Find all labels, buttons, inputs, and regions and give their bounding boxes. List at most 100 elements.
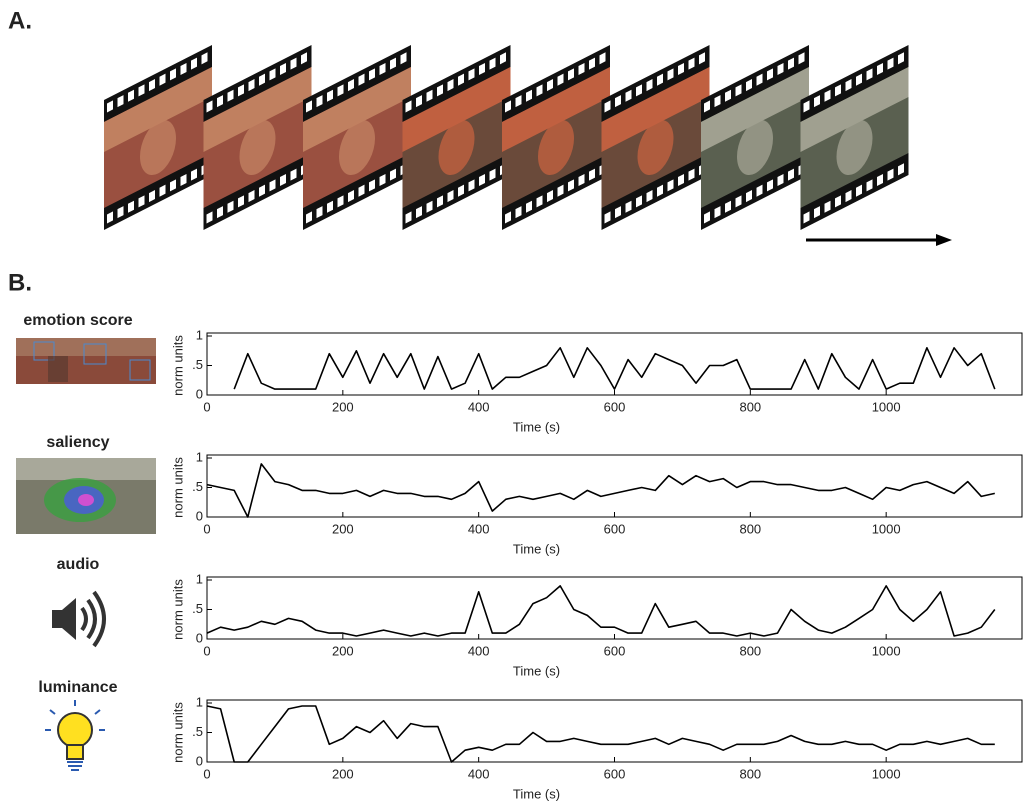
hole bbox=[191, 168, 197, 181]
hole bbox=[714, 206, 721, 219]
row-label: emotion score bbox=[23, 312, 132, 329]
hole bbox=[269, 179, 276, 192]
hole bbox=[636, 84, 642, 97]
hole bbox=[657, 184, 663, 197]
hole bbox=[746, 190, 752, 203]
hole bbox=[625, 200, 632, 213]
hole bbox=[667, 179, 674, 192]
hole bbox=[746, 79, 752, 92]
x-tick-label: 400 bbox=[468, 521, 490, 536]
hole bbox=[337, 195, 344, 208]
frame-figure bbox=[637, 119, 674, 176]
data-line bbox=[206, 585, 996, 637]
hole bbox=[589, 168, 595, 181]
y-tick-label: .5 bbox=[192, 724, 203, 739]
hole bbox=[280, 62, 286, 76]
y-tick-label: 0 bbox=[196, 386, 203, 401]
frame-figure bbox=[538, 119, 574, 176]
x-tick-label: 600 bbox=[604, 399, 626, 414]
y-tick-label: 0 bbox=[196, 508, 203, 523]
film-frame bbox=[104, 44, 212, 230]
hole bbox=[479, 173, 485, 187]
hole bbox=[390, 168, 396, 181]
y-axis-label: norm units bbox=[170, 702, 185, 763]
speaker-icon bbox=[52, 590, 106, 648]
hole bbox=[777, 173, 784, 187]
hole bbox=[547, 190, 553, 203]
hole bbox=[426, 89, 433, 102]
hole bbox=[526, 200, 532, 213]
hole bbox=[107, 211, 113, 224]
frame-figure bbox=[737, 119, 773, 176]
y-axis-label: norm units bbox=[170, 457, 185, 518]
hole bbox=[306, 100, 312, 113]
bulb-icon bbox=[45, 700, 105, 771]
hole bbox=[107, 100, 113, 113]
hole bbox=[557, 73, 564, 86]
frame-image-top bbox=[701, 66, 809, 152]
x-tick-label: 600 bbox=[604, 521, 626, 536]
hole bbox=[866, 68, 873, 81]
hole bbox=[835, 84, 841, 97]
hole bbox=[898, 52, 904, 65]
hole bbox=[479, 62, 485, 76]
row-label: audio bbox=[57, 556, 100, 573]
frame-figure bbox=[239, 119, 276, 176]
hole bbox=[814, 206, 820, 219]
hole bbox=[777, 62, 784, 76]
hole bbox=[327, 89, 333, 102]
hole bbox=[369, 179, 375, 192]
x-tick-label: 0 bbox=[203, 643, 210, 658]
hole bbox=[379, 173, 386, 187]
x-axis-label: Time (s) bbox=[513, 786, 560, 801]
hole bbox=[227, 89, 234, 102]
hole bbox=[887, 168, 894, 181]
hole bbox=[170, 68, 176, 81]
arrow-head bbox=[936, 234, 952, 246]
hole bbox=[138, 195, 145, 208]
hole bbox=[468, 179, 475, 192]
plot-frame bbox=[206, 454, 1023, 518]
hole bbox=[290, 57, 297, 70]
hole bbox=[369, 68, 375, 81]
hole bbox=[568, 179, 574, 192]
hole bbox=[678, 173, 684, 187]
hole bbox=[845, 79, 852, 92]
hole bbox=[149, 190, 155, 203]
hole bbox=[636, 195, 642, 208]
film-frame bbox=[601, 44, 710, 230]
hole bbox=[788, 57, 794, 70]
hole bbox=[259, 73, 265, 86]
frame-image-top bbox=[104, 66, 212, 152]
hole bbox=[458, 184, 464, 197]
hole bbox=[714, 95, 721, 108]
hole bbox=[704, 211, 710, 224]
y-tick-label: 1 bbox=[196, 694, 203, 709]
hole bbox=[615, 206, 621, 219]
y-tick-label: 1 bbox=[196, 571, 203, 586]
hole bbox=[458, 73, 464, 86]
film-frame bbox=[402, 44, 511, 230]
hole bbox=[180, 62, 187, 76]
hole bbox=[646, 190, 653, 203]
frame-figure bbox=[140, 119, 176, 176]
film-frame bbox=[701, 44, 809, 230]
hole bbox=[735, 84, 742, 97]
y-tick-label: 1 bbox=[196, 449, 203, 464]
film-frame bbox=[800, 44, 909, 230]
hole bbox=[824, 200, 831, 213]
hole bbox=[489, 57, 496, 70]
x-tick-label: 1000 bbox=[872, 766, 901, 781]
hole bbox=[206, 211, 213, 224]
hole bbox=[117, 206, 124, 219]
hole bbox=[803, 211, 810, 224]
y-tick-label: .5 bbox=[192, 601, 203, 616]
hole bbox=[405, 211, 412, 224]
x-tick-label: 600 bbox=[604, 766, 626, 781]
hole bbox=[887, 57, 894, 70]
y-tick-label: .5 bbox=[192, 479, 203, 494]
hole bbox=[149, 79, 155, 92]
hole bbox=[599, 52, 606, 65]
hole bbox=[159, 73, 166, 86]
